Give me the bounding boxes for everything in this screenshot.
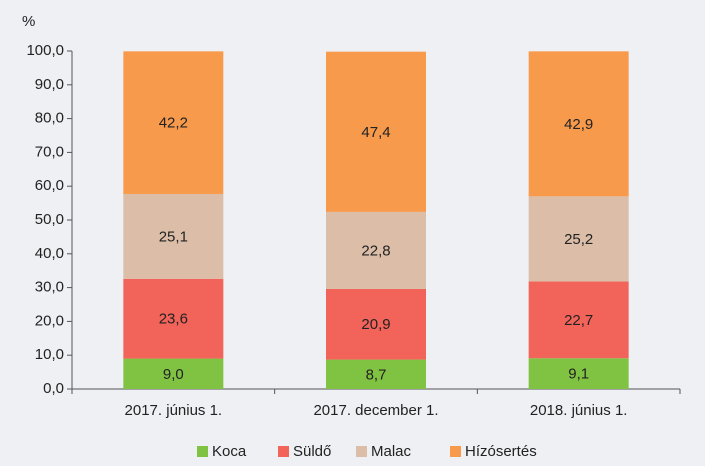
value-label: 42,2 — [159, 115, 188, 132]
value-label: 8,7 — [366, 366, 387, 383]
y-tick-label: 40,0 — [35, 245, 64, 262]
value-label: 22,8 — [361, 242, 390, 259]
x-tick-label: 2018. június 1. — [530, 402, 628, 419]
bar-segment — [528, 358, 629, 389]
legend-label: Koca — [212, 443, 247, 460]
value-label: 22,7 — [564, 312, 593, 329]
bar-segment — [326, 51, 426, 212]
legend-label: Malac — [371, 443, 412, 460]
y-tick-label: 100,0 — [26, 42, 64, 59]
value-label: 9,1 — [568, 366, 589, 383]
legend-swatch — [356, 446, 367, 457]
legend-label: Süldő — [293, 443, 331, 460]
y-tick-label: 90,0 — [35, 76, 64, 93]
bar-segment — [326, 359, 426, 389]
value-label: 20,9 — [361, 316, 390, 333]
bar-segment — [123, 193, 224, 279]
x-tick-label: 2017. december 1. — [313, 402, 438, 419]
value-label: 23,6 — [159, 311, 188, 328]
value-label: 9,0 — [163, 366, 184, 383]
bar-segment — [326, 288, 426, 360]
y-tick-label: 30,0 — [35, 279, 64, 296]
bar-segment — [123, 278, 224, 359]
legend-label: Hízósertés — [465, 443, 537, 460]
y-tick-label: 0,0 — [43, 380, 64, 397]
y-tick-label: 80,0 — [35, 110, 64, 127]
legend-swatch — [278, 446, 289, 457]
value-label: 25,2 — [564, 231, 593, 248]
y-unit: % — [22, 13, 35, 30]
y-tick-label: 20,0 — [35, 312, 64, 329]
value-label: 25,1 — [159, 228, 188, 245]
value-label: 42,9 — [564, 116, 593, 133]
y-tick-label: 70,0 — [35, 143, 64, 160]
value-label: 47,4 — [361, 124, 390, 141]
bar-segment — [123, 51, 224, 194]
x-tick-label: 2017. június 1. — [125, 402, 223, 419]
bar-segment — [528, 51, 629, 197]
y-tick-label: 60,0 — [35, 177, 64, 194]
bar-segment — [528, 281, 629, 359]
y-tick-label: 50,0 — [35, 211, 64, 228]
bar-segment — [123, 358, 224, 389]
legend-swatch — [450, 446, 461, 457]
bar-segment — [528, 196, 629, 282]
bar-segment — [326, 211, 426, 289]
y-tick-label: 10,0 — [35, 346, 64, 363]
legend-swatch — [197, 446, 208, 457]
